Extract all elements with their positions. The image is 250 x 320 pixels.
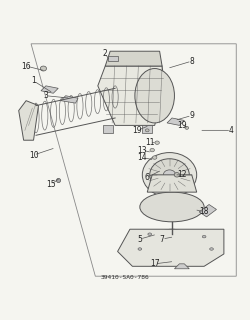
- Text: 19: 19: [132, 126, 142, 135]
- Ellipse shape: [179, 248, 182, 249]
- Ellipse shape: [135, 68, 174, 123]
- Polygon shape: [142, 125, 152, 133]
- Text: 7: 7: [160, 235, 164, 244]
- Ellipse shape: [185, 126, 189, 129]
- Text: 12: 12: [177, 170, 186, 179]
- Ellipse shape: [210, 248, 214, 250]
- Ellipse shape: [142, 153, 197, 197]
- Ellipse shape: [184, 235, 188, 236]
- Ellipse shape: [189, 236, 192, 238]
- Ellipse shape: [154, 238, 157, 240]
- Ellipse shape: [152, 156, 157, 159]
- Ellipse shape: [155, 234, 194, 249]
- Text: 10: 10: [29, 150, 38, 160]
- Text: 3: 3: [44, 91, 48, 100]
- Text: 13: 13: [138, 146, 147, 155]
- Ellipse shape: [173, 233, 176, 235]
- Ellipse shape: [161, 247, 164, 248]
- Text: 1: 1: [31, 76, 36, 85]
- Ellipse shape: [193, 241, 196, 242]
- Polygon shape: [199, 204, 216, 217]
- Ellipse shape: [138, 248, 142, 250]
- Ellipse shape: [174, 172, 180, 177]
- Ellipse shape: [155, 141, 159, 144]
- Text: 15: 15: [46, 180, 56, 189]
- Polygon shape: [105, 51, 162, 66]
- Ellipse shape: [163, 170, 176, 180]
- Text: 8: 8: [190, 57, 194, 66]
- Ellipse shape: [157, 245, 160, 247]
- Ellipse shape: [167, 248, 170, 249]
- Polygon shape: [103, 125, 113, 133]
- Polygon shape: [108, 56, 118, 61]
- Polygon shape: [41, 86, 58, 93]
- Ellipse shape: [154, 243, 157, 244]
- Ellipse shape: [179, 234, 182, 235]
- Text: 11: 11: [145, 138, 154, 147]
- Ellipse shape: [146, 129, 149, 132]
- Ellipse shape: [148, 233, 152, 236]
- Text: 4: 4: [229, 126, 234, 135]
- Ellipse shape: [192, 243, 195, 244]
- Ellipse shape: [202, 236, 206, 238]
- Text: 14: 14: [138, 153, 147, 162]
- Ellipse shape: [192, 238, 195, 240]
- Text: 6: 6: [145, 173, 150, 182]
- Polygon shape: [118, 229, 224, 266]
- Text: 39410-SA0-786: 39410-SA0-786: [100, 275, 150, 280]
- Ellipse shape: [150, 148, 154, 152]
- Ellipse shape: [160, 229, 184, 239]
- Ellipse shape: [189, 245, 192, 247]
- Text: 17: 17: [150, 259, 160, 268]
- Polygon shape: [19, 101, 38, 140]
- Text: 18: 18: [199, 207, 209, 216]
- Polygon shape: [174, 264, 189, 269]
- Polygon shape: [147, 175, 197, 192]
- Ellipse shape: [40, 66, 46, 71]
- Polygon shape: [98, 66, 164, 125]
- Text: 2: 2: [103, 49, 108, 58]
- Ellipse shape: [161, 235, 164, 236]
- Text: 16: 16: [21, 61, 31, 70]
- Text: 5: 5: [138, 235, 142, 244]
- Ellipse shape: [184, 247, 188, 248]
- Text: 9: 9: [189, 111, 194, 120]
- Polygon shape: [61, 96, 78, 103]
- Ellipse shape: [162, 236, 187, 246]
- Ellipse shape: [153, 241, 156, 242]
- Text: 19: 19: [177, 121, 187, 130]
- Ellipse shape: [167, 234, 170, 235]
- Ellipse shape: [173, 248, 176, 250]
- Ellipse shape: [150, 159, 189, 191]
- Polygon shape: [167, 118, 184, 125]
- Ellipse shape: [140, 192, 204, 222]
- Ellipse shape: [157, 236, 160, 238]
